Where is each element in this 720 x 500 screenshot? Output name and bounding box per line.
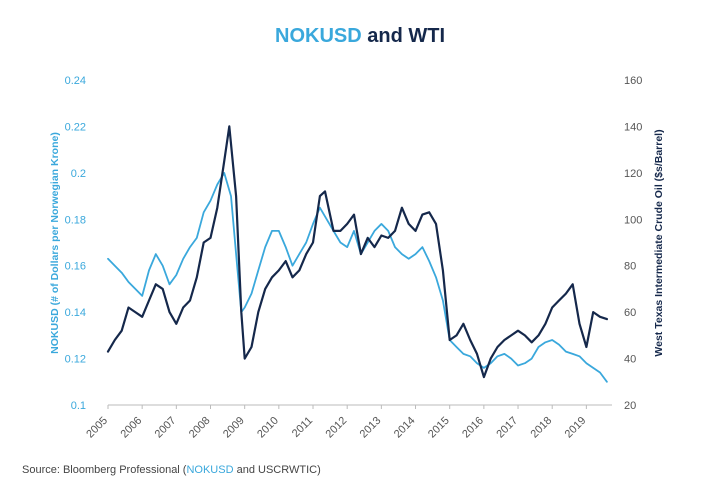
x-tick-label: 2005	[84, 415, 110, 441]
right-tick-label: 100	[624, 214, 642, 226]
source-prefix: Source: Bloomberg Professional (	[22, 464, 187, 476]
right-tick-label: 120	[624, 168, 642, 180]
x-tick-label: 2008	[187, 415, 213, 441]
x-tick-label: 2017	[494, 415, 520, 441]
axis-layer: 0.24 0.22 0.2 0.18 0.16 0.14 0.12 0.1 160 140 120 1…	[65, 75, 643, 440]
x-tick-label: 2009	[221, 415, 247, 441]
right-tick-label: 140	[624, 121, 642, 133]
x-tick-label: 2013	[358, 415, 384, 441]
x-tick-label: 2018	[529, 415, 555, 441]
left-tick-label: 0.1	[71, 400, 86, 412]
right-tick-label: 20	[624, 400, 636, 412]
left-tick-label: 0.2	[71, 168, 86, 180]
x-tick-label: 2014	[392, 415, 418, 441]
source-note: Source: Bloomberg Professional (NOKUSD a…	[22, 464, 321, 476]
series-line-nokusd	[107, 171, 608, 383]
left-tick-label: 0.16	[65, 261, 86, 273]
left-tick-label: 0.12	[65, 354, 86, 366]
left-tick-label: 0.18	[65, 214, 86, 226]
right-tick-label: 80	[624, 261, 636, 273]
right-tick-label: 60	[624, 307, 636, 319]
x-tick-label: 2016	[460, 415, 486, 441]
chart-title-nokusd: NOKUSD	[275, 25, 362, 47]
left-tick-label: 0.22	[65, 121, 86, 133]
x-tick-label: 2011	[290, 415, 315, 440]
x-tick-label: 2006	[118, 415, 144, 441]
x-tick-label: 2015	[426, 415, 452, 441]
series-layer	[106, 125, 609, 383]
chart-title-and: and	[362, 25, 409, 47]
x-tick-label: 2019	[563, 415, 589, 441]
source-highlight: NOKUSD	[186, 464, 233, 476]
right-axis-label: West Texas Intermediate Crude Oil ($s/Ba…	[653, 129, 665, 356]
left-axis-label: NOKUSD (# of Dollars per Norwegian Krone…	[49, 132, 61, 354]
series-line-wti	[106, 125, 609, 379]
x-tick-label: 2012	[324, 415, 350, 441]
right-tick-label: 160	[624, 75, 642, 87]
left-tick-label: 0.14	[65, 307, 86, 319]
x-tick-label: 2010	[255, 415, 281, 441]
left-tick-label: 0.24	[65, 75, 86, 87]
source-suffix: and USCRWTIC)	[234, 464, 321, 476]
chart-title-wti: WTI	[408, 25, 445, 47]
x-tick-label: 2007	[153, 415, 179, 441]
right-tick-label: 40	[624, 354, 636, 366]
chart-title: NOKUSD and WTI	[275, 25, 445, 47]
